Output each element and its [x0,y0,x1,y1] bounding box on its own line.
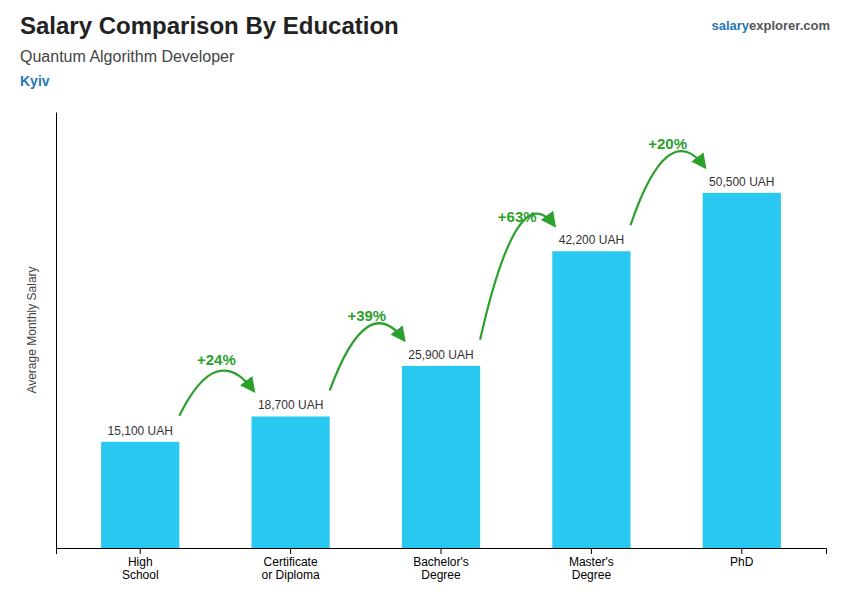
y-axis-label: Average Monthly Salary [25,266,39,393]
change-label: +20% [648,135,687,152]
change-arrow [480,214,554,340]
x-tick: Certificateor Diploma [262,548,320,582]
x-tick-label-line: Bachelor's [413,555,469,569]
x-tick-label-line: Degree [572,568,612,582]
x-tick-label: Master'sDegree [569,555,614,583]
x-tick: Bachelor'sDegree [413,548,469,582]
bar [703,193,781,548]
change-arrow [179,371,253,416]
x-tick-mark [290,548,291,554]
x-tick: Master'sDegree [569,548,614,582]
x-axis: HighSchool Certificateor Diploma Bachelor'… [57,548,827,582]
x-tick-mark [741,548,742,554]
watermark: salaryexplorer.com [711,18,830,33]
bar [101,442,179,548]
x-tick-mark [140,548,141,554]
x-tick-label: PhD [730,555,754,569]
x-tick-label-line: Degree [421,568,461,582]
data-label: 15,100 UAH [108,424,173,438]
bars [101,193,781,548]
x-tick-label: HighSchool [122,555,159,583]
watermark-part: salary [711,18,749,33]
change-label: +63% [498,208,537,225]
x-tick-label-line: School [122,568,159,582]
annotations-layer: 15,100 UAH 18,700 UAH 25,900 UAH 42,200 UAH… [108,135,775,437]
bar [552,251,630,548]
x-tick-label-line: or Diploma [262,568,320,582]
chart-title: Salary Comparison By Education [20,12,399,39]
x-tick: PhD [730,548,754,569]
change-arrow [330,323,404,390]
data-label: 25,900 UAH [408,348,473,362]
data-label: 42,200 UAH [559,233,624,247]
change-arrow [630,151,704,225]
x-tick-label: Certificateor Diploma [262,555,320,583]
y-axis [56,113,57,549]
city-label: Kyiv [20,73,50,89]
x-tick-label-line: Certificate [264,555,318,569]
y-axis-line [56,113,57,549]
change-label: +24% [197,351,236,368]
bar [252,416,330,548]
chart-subtitle: Quantum Algorithm Developer [20,48,235,65]
plot-area: HighSchool Certificateor Diploma Bachelor'… [57,113,827,583]
x-tick-mark [441,548,442,554]
x-tick-label-line: PhD [730,555,754,569]
x-tick: HighSchool [122,548,159,582]
x-tick-label: Bachelor'sDegree [413,555,469,583]
data-label: 50,500 UAH [709,175,774,189]
x-tick-label-line: High [128,555,153,569]
chart-container: Salary Comparison By Education Quantum Al… [0,0,850,606]
bar [402,366,480,548]
x-tick-label-line: Master's [569,555,614,569]
change-label: +39% [347,307,386,324]
chart-svg: Salary Comparison By Education Quantum Al… [0,0,850,606]
x-tick-mark [591,548,592,554]
watermark-part: explorer.com [749,18,830,33]
x-axis-line [57,549,827,555]
data-label: 18,700 UAH [258,398,323,412]
